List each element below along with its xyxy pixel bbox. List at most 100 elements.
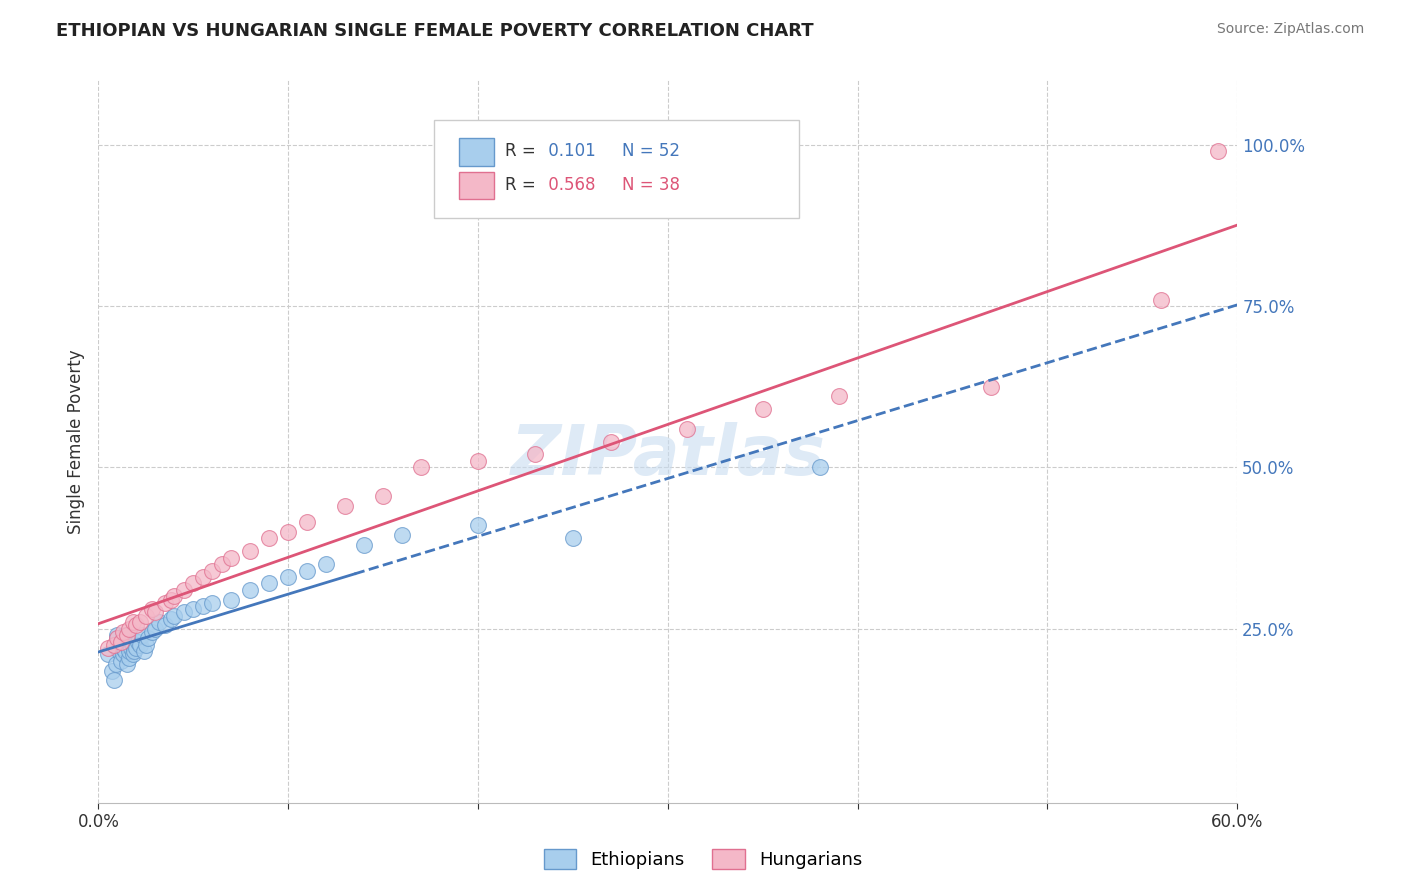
Point [183,602,205,616]
Point [129,638,152,652]
Point [112,624,135,639]
Point [467,454,489,468]
Point [129,615,152,630]
Point [107,632,129,646]
Point [107,628,129,642]
Point [524,447,547,461]
Point [125,618,148,632]
Point [114,628,136,642]
Point [153,596,176,610]
FancyBboxPatch shape [460,138,494,166]
Point [159,592,181,607]
Point [201,564,224,578]
Point [828,389,851,403]
Point [118,650,141,665]
Point [297,515,319,529]
Point [127,634,149,648]
Point [145,606,167,620]
Point [120,634,142,648]
Point [371,489,394,503]
Point [173,606,195,620]
Point [135,608,157,623]
Point [191,599,214,613]
Point [97,648,120,662]
Point [259,531,281,545]
Point [114,644,136,658]
Point [104,657,127,672]
Point [108,644,131,658]
Point [121,615,143,630]
Point [118,622,141,636]
FancyBboxPatch shape [460,172,494,200]
Point [115,638,138,652]
Point [239,582,262,597]
Point [148,615,170,630]
Point [135,638,157,652]
Text: Source: ZipAtlas.com: Source: ZipAtlas.com [1216,22,1364,37]
Point [335,499,357,513]
Point [201,596,224,610]
Point [107,640,129,655]
Point [110,634,132,648]
Text: N = 38: N = 38 [623,176,681,194]
Point [752,402,775,417]
Point [600,434,623,449]
Point [411,460,433,475]
Point [110,654,132,668]
Y-axis label: Single Female Poverty: Single Female Poverty [66,350,84,533]
Point [100,664,122,678]
Point [467,518,489,533]
Point [159,612,181,626]
Point [141,624,163,639]
Point [315,557,337,571]
Point [132,644,155,658]
Text: N = 52: N = 52 [623,142,681,160]
Point [191,570,214,584]
Point [173,582,195,597]
Point [183,576,205,591]
Point [121,638,143,652]
Point [115,657,138,672]
Point [145,622,167,636]
Point [124,644,146,658]
Point [1208,145,1230,159]
Point [118,644,141,658]
Point [125,640,148,655]
Point [120,640,142,655]
Point [153,618,176,632]
Point [112,640,135,655]
Point [1150,293,1173,307]
Text: R =: R = [505,176,541,194]
Point [121,648,143,662]
Point [259,576,281,591]
Point [562,531,585,545]
Point [808,460,831,475]
FancyBboxPatch shape [434,120,799,218]
Text: R =: R = [505,142,541,160]
Point [110,634,132,648]
Point [112,648,135,662]
Text: 0.101: 0.101 [543,142,595,160]
Text: 0.568: 0.568 [543,176,595,194]
Point [136,632,159,646]
Point [297,564,319,578]
Point [391,528,413,542]
Point [107,632,129,646]
Point [103,673,125,688]
Legend: Ethiopians, Hungarians: Ethiopians, Hungarians [534,839,872,879]
Point [108,638,131,652]
Point [277,524,299,539]
Point [979,380,1001,394]
Point [221,592,243,607]
Point [163,608,186,623]
Point [103,638,125,652]
Point [221,550,243,565]
Point [115,628,138,642]
Point [163,590,186,604]
Point [676,422,699,436]
Point [353,538,375,552]
Point [211,557,233,571]
Point [97,640,120,655]
Point [277,570,299,584]
Text: ZIPatlas: ZIPatlas [510,423,825,490]
